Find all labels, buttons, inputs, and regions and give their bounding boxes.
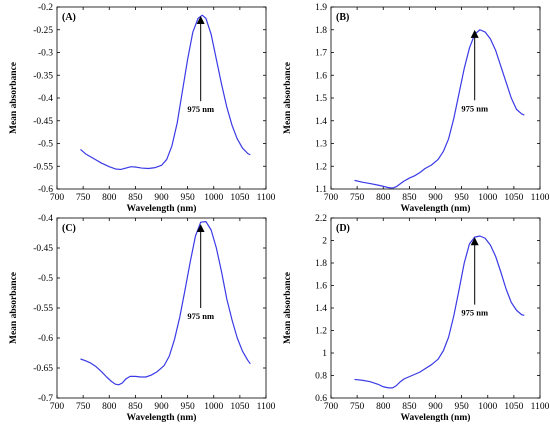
x-tick-label: 1050 <box>504 402 523 412</box>
y-tick-label: -0.4 <box>38 214 53 224</box>
y-tick-label: 1.7 <box>315 49 327 59</box>
plot-frame <box>56 217 267 399</box>
y-axis-label: Mean absorbance <box>9 272 19 344</box>
y-tick-label: 1.5 <box>315 94 327 104</box>
x-tick-label: 950 <box>455 402 470 412</box>
annotation-label: 975 nm <box>187 104 214 114</box>
y-tick-label: -0.5 <box>38 274 53 284</box>
x-tick-label: 950 <box>181 193 196 203</box>
y-tick-label: -0.2 <box>38 3 53 13</box>
x-tick-label: 1050 <box>504 193 523 203</box>
y-tick-label: 1.4 <box>315 117 327 127</box>
x-tick-label: 750 <box>350 193 365 203</box>
y-tick-label: -0.3 <box>38 49 53 59</box>
x-tick-label: 1050 <box>230 193 249 203</box>
y-axis-label: Mean absorbance <box>283 62 293 134</box>
panel-a: 700 750 800 850 900 950 1000 1050 1100 -0.6 -0.55 -… <box>9 3 276 214</box>
x-tick-label: 900 <box>154 193 169 203</box>
x-tick-label: 700 <box>324 193 339 203</box>
x-tick-label: 800 <box>102 193 117 203</box>
y-tick-label: 1.3 <box>315 140 327 150</box>
panel-d: 700 750 800 850 900 950 1000 1050 1100 0.6 0.8 1 1.2… <box>283 214 550 423</box>
y-tick-label: 1.2 <box>315 327 327 337</box>
series-line <box>354 235 525 389</box>
y-tick-label: 1.1 <box>315 185 327 195</box>
x-tick-label: 850 <box>402 402 417 412</box>
series-line <box>80 221 251 386</box>
panel-label: (A) <box>62 12 76 23</box>
x-tick-label: 800 <box>376 193 391 203</box>
annotation-label: 975 nm <box>187 311 214 321</box>
x-tick-label: 1000 <box>478 402 497 412</box>
y-tick-label: 0.6 <box>315 394 327 404</box>
y-tick-label: -0.55 <box>33 162 53 172</box>
x-tick-label: 1100 <box>257 402 276 412</box>
x-tick-label: 1100 <box>531 193 550 203</box>
x-tick-label: 700 <box>324 402 339 412</box>
x-tick-label: 750 <box>350 402 365 412</box>
x-tick-label: 850 <box>128 402 143 412</box>
y-tick-label: -0.45 <box>33 117 53 127</box>
y-tick-label: -0.7 <box>38 394 53 404</box>
x-tick-label: 750 <box>76 193 91 203</box>
panel-label: (C) <box>62 223 76 234</box>
x-axis-label: Wavelength (nm) <box>127 203 197 214</box>
x-tick-label: 1050 <box>230 402 249 412</box>
annotation-label: 975 nm <box>461 308 488 318</box>
y-axis-label: Mean absorbance <box>283 272 293 344</box>
y-tick-label: 0.8 <box>315 372 327 382</box>
x-tick-label: 1000 <box>478 193 497 203</box>
x-tick-label: 950 <box>455 193 470 203</box>
plot-frame <box>330 217 541 399</box>
x-tick-label: 800 <box>376 402 391 412</box>
panel-c: 700 750 800 850 900 950 1000 1050 1100 -0.7 -0.65 -… <box>9 214 276 423</box>
x-tick-label: 1100 <box>531 402 550 412</box>
x-tick-label: 1000 <box>204 193 223 203</box>
y-axis-label: Mean absorbance <box>9 62 19 134</box>
panel-b: 700 750 800 850 900 950 1000 1050 1100 1.1 1.2 1.3 1… <box>283 3 550 214</box>
x-tick-label: 900 <box>154 402 169 412</box>
y-tick-label: 1.8 <box>315 259 327 269</box>
y-tick-label: 2.2 <box>315 214 327 224</box>
x-tick-label: 850 <box>402 193 417 203</box>
annotation-label: 975 nm <box>461 103 488 113</box>
plot-frame <box>56 6 267 190</box>
y-tick-label: -0.5 <box>38 140 53 150</box>
x-tick-label: 750 <box>76 402 91 412</box>
y-tick-label: 2 <box>322 237 327 247</box>
y-tick-label: 1.6 <box>315 71 327 81</box>
x-tick-label: 950 <box>181 402 196 412</box>
panel-label: (D) <box>336 223 350 234</box>
panel-label: (B) <box>336 12 349 23</box>
y-tick-label: -0.35 <box>33 71 53 81</box>
y-tick-label: -0.55 <box>33 304 53 314</box>
y-tick-label: 1 <box>322 349 327 359</box>
x-tick-label: 700 <box>50 402 65 412</box>
y-tick-label: -0.6 <box>38 334 53 344</box>
y-tick-label: -0.6 <box>38 185 53 195</box>
x-axis-label: Wavelength (nm) <box>401 203 471 214</box>
y-tick-label: 1.6 <box>315 282 327 292</box>
series-line <box>354 29 525 189</box>
y-tick-label: 1.4 <box>315 304 327 314</box>
x-tick-label: 1100 <box>257 193 276 203</box>
x-tick-label: 700 <box>50 193 65 203</box>
x-tick-label: 800 <box>102 402 117 412</box>
y-tick-label: 1.9 <box>315 3 327 13</box>
x-axis-label: Wavelength (nm) <box>127 412 197 423</box>
y-tick-label: -0.65 <box>33 364 53 374</box>
y-tick-label: 1.8 <box>315 26 327 36</box>
x-tick-label: 900 <box>428 193 443 203</box>
y-tick-label: -0.4 <box>38 94 53 104</box>
series-line <box>80 14 251 171</box>
x-tick-label: 900 <box>428 402 443 412</box>
y-tick-label: -0.45 <box>33 244 53 254</box>
x-tick-label: 850 <box>128 193 143 203</box>
y-tick-label: 1.2 <box>315 162 327 172</box>
x-tick-label: 1000 <box>204 402 223 412</box>
y-tick-label: -0.25 <box>33 26 53 36</box>
x-axis-label: Wavelength (nm) <box>401 412 471 423</box>
